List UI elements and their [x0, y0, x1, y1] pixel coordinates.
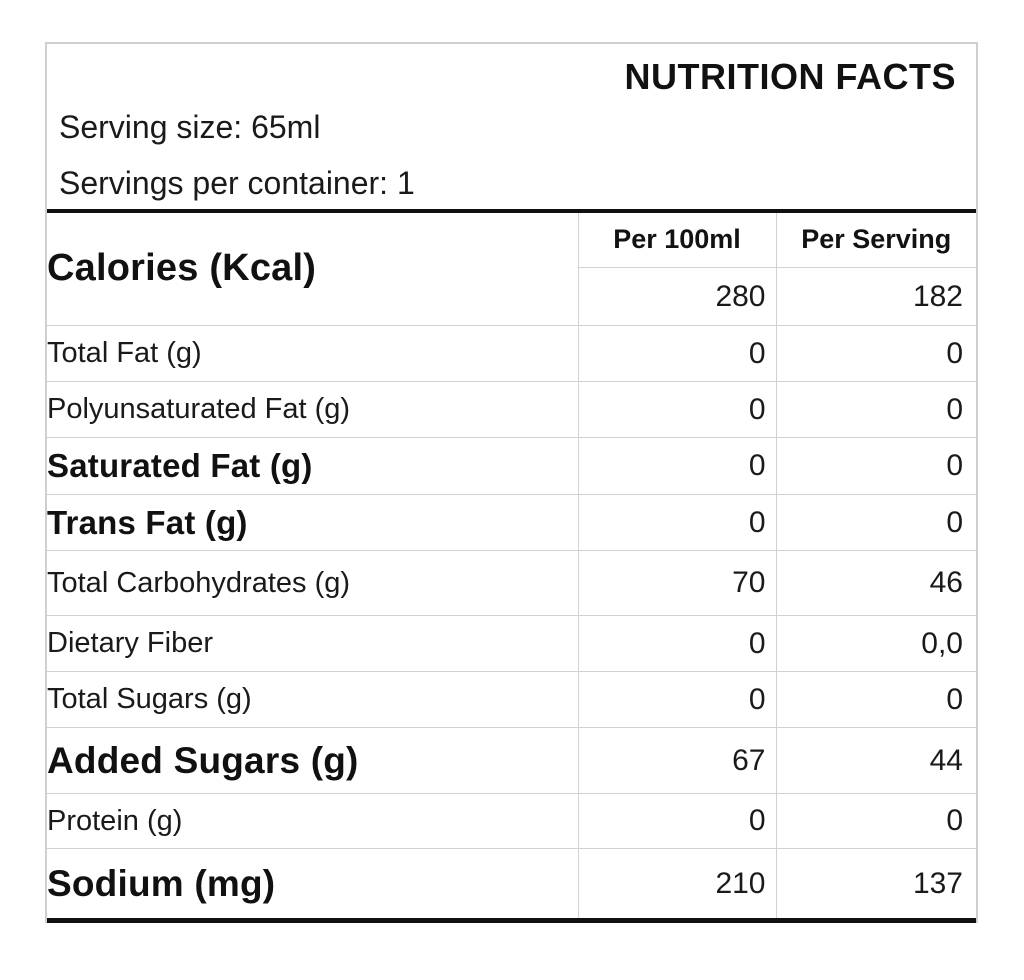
row-per-100ml-value: 210	[577, 848, 777, 922]
table-header-row: Calories (Kcal) Per 100ml Per Serving	[47, 210, 976, 327]
column-header-per-100ml: Per 100ml	[577, 210, 777, 269]
row-per-serving-value: 44	[775, 727, 976, 795]
row-label: Total Sugars (g)	[47, 671, 579, 729]
table-row-polyunsaturated-fat: Polyunsaturated Fat (g) 0 0	[47, 381, 976, 439]
row-per-100ml-value: 0	[577, 437, 777, 496]
row-per-100ml-value: 0	[577, 494, 777, 552]
row-label: Sodium (mg)	[47, 848, 579, 922]
row-per-serving-value: 137	[775, 848, 976, 922]
row-label: Total Carbohydrates (g)	[47, 550, 579, 617]
row-per-100ml-value: 0	[577, 615, 777, 673]
row-label: Dietary Fiber	[47, 615, 579, 673]
nutrition-table: Calories (Kcal) Per 100ml Per Serving 28…	[47, 208, 976, 924]
table-row-total-fat: Total Fat (g) 0 0	[47, 325, 976, 383]
column-header-per-serving: Per Serving	[775, 210, 976, 269]
label-header: NUTRITION FACTS Serving size: 65ml Servi…	[47, 44, 976, 209]
row-per-serving-value: 0	[775, 793, 976, 850]
nutrition-label: NUTRITION FACTS Serving size: 65ml Servi…	[45, 42, 978, 924]
row-label: Trans Fat (g)	[47, 494, 579, 552]
row-per-serving-value: 0	[775, 494, 976, 552]
row-per-serving-value: 46	[775, 550, 976, 617]
row-per-100ml-value: 0	[577, 793, 777, 850]
table-row-added-sugars: Added Sugars (g) 67 44	[47, 727, 976, 795]
row-label: Saturated Fat (g)	[47, 437, 579, 496]
row-label: Protein (g)	[47, 793, 579, 850]
nutrition-facts-title: NUTRITION FACTS	[624, 56, 956, 97]
row-label: Polyunsaturated Fat (g)	[47, 381, 579, 439]
calories-values-row: 280 182	[47, 267, 976, 327]
calories-per-100ml-value: 280	[578, 267, 777, 327]
calories-per-serving-value: 182	[775, 267, 976, 327]
row-label: Total Fat (g)	[47, 325, 579, 383]
row-per-100ml-value: 0	[577, 325, 777, 383]
row-per-serving-value: 0	[775, 381, 976, 439]
servings-per-container-text: Servings per container: 1	[59, 164, 415, 201]
row-per-serving-value: 0	[775, 437, 976, 496]
table-row-trans-fat: Trans Fat (g) 0 0	[47, 494, 976, 552]
row-per-100ml-value: 67	[577, 727, 777, 795]
row-per-serving-value: 0	[775, 671, 976, 729]
row-label: Added Sugars (g)	[47, 727, 579, 795]
row-per-serving-value: 0	[775, 325, 976, 383]
table-row-total-sugars: Total Sugars (g) 0 0	[47, 671, 976, 729]
row-per-100ml-value: 0	[577, 671, 777, 729]
table-row-saturated-fat: Saturated Fat (g) 0 0	[47, 437, 976, 496]
serving-size-text: Serving size: 65ml	[59, 109, 321, 146]
table-row-protein: Protein (g) 0 0	[47, 793, 976, 850]
calories-label: Calories (Kcal)	[47, 210, 579, 327]
table-row-total-carbohydrates: Total Carbohydrates (g) 70 46	[47, 550, 976, 617]
table-row-dietary-fiber: Dietary Fiber 0 0,0	[47, 615, 976, 673]
row-per-100ml-value: 0	[577, 381, 777, 439]
table-row-sodium: Sodium (mg) 210 137	[47, 848, 976, 922]
row-per-serving-value: 0,0	[775, 615, 976, 673]
row-per-100ml-value: 70	[577, 550, 777, 617]
